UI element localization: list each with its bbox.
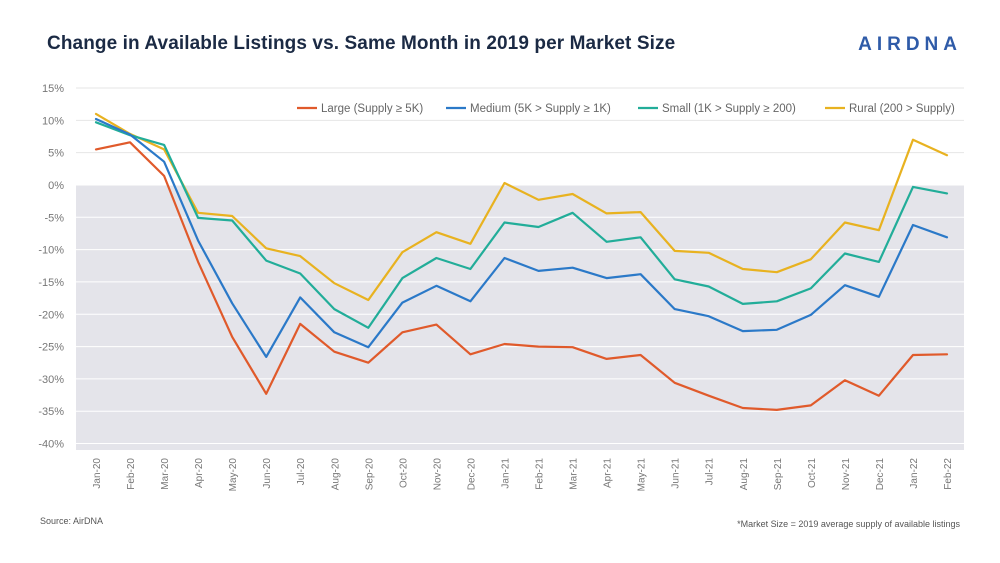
x-tick-label: Feb-22 (943, 458, 954, 490)
x-tick-label: Mar-21 (569, 458, 580, 490)
x-tick-label: Jul-21 (705, 458, 716, 486)
legend-label: Small (1K > Supply ≥ 200) (662, 103, 796, 115)
x-tick-label: May-20 (228, 458, 239, 492)
x-tick-label: Apr-20 (194, 458, 205, 488)
x-tick-label: Sep-20 (364, 458, 375, 491)
y-tick-label: -30% (38, 374, 64, 386)
chart-title: Change in Available Listings vs. Same Mo… (47, 33, 676, 54)
y-tick-label: -10% (38, 245, 64, 257)
x-tick-label: Oct-21 (807, 458, 818, 488)
series-line-large (94, 141, 949, 411)
series-line-rural (94, 112, 949, 302)
x-tick-label: Aug-21 (739, 458, 750, 491)
x-tick-label: Oct-20 (398, 458, 409, 488)
x-tick-label: Sep-21 (773, 458, 784, 491)
y-tick-label: -15% (38, 277, 64, 289)
x-tick-label: Jan-21 (500, 458, 511, 489)
series-line-medium (94, 117, 949, 358)
y-tick-label: -20% (38, 309, 64, 321)
series-line-small (94, 121, 949, 329)
market-size-footnote: *Market Size = 2019 average supply of av… (737, 519, 960, 529)
x-tick-label: Mar-20 (160, 458, 171, 490)
x-tick-label: Feb-20 (126, 458, 137, 490)
x-tick-label: May-21 (637, 458, 648, 492)
x-tick-label: Dec-21 (875, 458, 886, 491)
x-tick-label: Nov-20 (432, 458, 443, 491)
legend-label: Rural (200 > Supply) (849, 103, 955, 115)
x-tick-label: Jan-20 (92, 458, 103, 489)
y-tick-label: 0% (48, 180, 64, 192)
x-tick-label: Dec-20 (466, 458, 477, 491)
legend-label: Large (Supply ≥ 5K) (321, 103, 423, 115)
x-tick-label: Apr-21 (603, 458, 614, 488)
y-tick-label: -40% (38, 439, 64, 451)
y-tick-label: -5% (44, 212, 64, 224)
y-tick-label: -35% (38, 406, 64, 418)
legend-label: Medium (5K > Supply ≥ 1K) (470, 103, 611, 115)
airdna-logo: AIRDNA (858, 34, 962, 55)
x-tick-label: Nov-21 (841, 458, 852, 491)
x-tick-label: Jun-20 (262, 458, 273, 489)
x-tick-label: Jun-21 (671, 458, 682, 489)
source-note: Source: AirDNA (40, 516, 104, 526)
x-tick-label: Aug-20 (330, 458, 341, 491)
x-tick-label: Feb-21 (535, 458, 546, 490)
x-tick-label: Jul-20 (296, 458, 307, 486)
y-tick-label: -25% (38, 342, 64, 354)
x-tick-label: Jan-22 (909, 458, 920, 489)
y-tick-label: 5% (48, 148, 64, 160)
y-tick-label: 15% (42, 83, 64, 95)
y-tick-label: 10% (42, 115, 64, 127)
